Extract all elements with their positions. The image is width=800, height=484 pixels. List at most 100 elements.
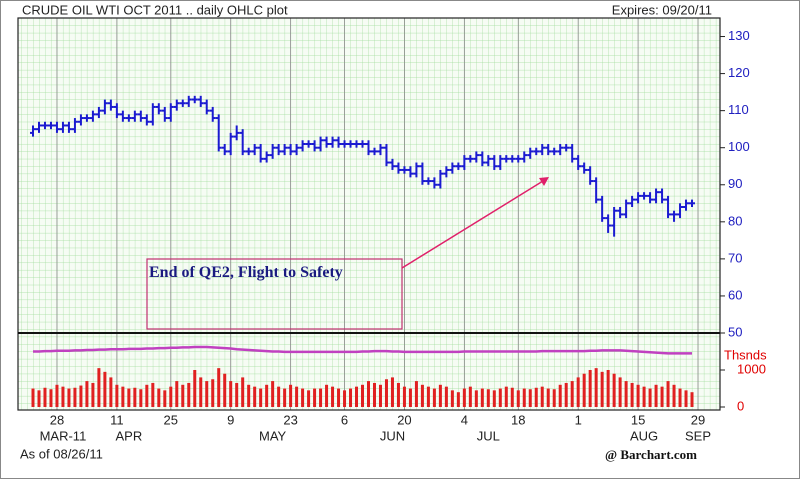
x-tick-label: 11 bbox=[110, 412, 124, 427]
volume-bar bbox=[690, 392, 694, 407]
x-month-label: SEP bbox=[685, 428, 711, 443]
volume-bar bbox=[600, 371, 604, 407]
volume-bar bbox=[456, 392, 460, 407]
volume-bar bbox=[217, 368, 221, 407]
volume-bar bbox=[199, 377, 203, 407]
x-tick-label: 20 bbox=[397, 412, 411, 427]
volume-bar bbox=[492, 390, 496, 407]
volume-bar bbox=[91, 382, 95, 407]
volume-bar bbox=[450, 390, 454, 407]
volume-bar bbox=[558, 384, 562, 407]
volume-bar bbox=[588, 370, 592, 407]
y2-tick-label: 0 bbox=[737, 398, 744, 413]
volume-bar bbox=[181, 384, 185, 407]
y2-tick-label: 1000 bbox=[737, 361, 766, 376]
volume-bar bbox=[343, 390, 347, 407]
volume-bar bbox=[408, 388, 412, 407]
plot-frame bbox=[17, 17, 721, 411]
volume-bar bbox=[666, 381, 670, 407]
volume-bar bbox=[612, 373, 616, 407]
volume-bar bbox=[420, 384, 424, 407]
x-month-label: JUL bbox=[477, 428, 500, 443]
volume-bar bbox=[139, 389, 143, 407]
volume-bar bbox=[361, 384, 365, 407]
volume-bar bbox=[55, 384, 59, 407]
volume-bar bbox=[426, 386, 430, 407]
volume-bar bbox=[103, 371, 107, 407]
volume-bar bbox=[402, 386, 406, 407]
x-tick-label: 28 bbox=[50, 412, 64, 427]
volume-bar bbox=[115, 384, 119, 407]
volume-bar bbox=[241, 377, 245, 407]
volume-bar bbox=[319, 388, 323, 407]
volume-bar bbox=[630, 382, 634, 407]
x-month-label: AUG bbox=[630, 428, 658, 443]
volume-bar bbox=[414, 381, 418, 407]
volume-bar bbox=[474, 390, 478, 407]
x-tick-label: 1 bbox=[575, 412, 582, 427]
volume-bar bbox=[372, 382, 376, 407]
x-tick-label: 18 bbox=[511, 412, 525, 427]
volume-bar bbox=[564, 382, 568, 407]
volume-bar bbox=[169, 386, 173, 407]
volume-bar bbox=[522, 388, 526, 407]
y-tick-label: 60 bbox=[728, 287, 742, 302]
volume-bar bbox=[157, 388, 161, 407]
volume-bar bbox=[325, 384, 329, 407]
volume-bar bbox=[510, 387, 514, 407]
volume-bar bbox=[193, 370, 197, 407]
volume-bar bbox=[211, 379, 215, 407]
volume-bar bbox=[277, 386, 281, 407]
volume-bar bbox=[582, 373, 586, 407]
volume-bar bbox=[223, 373, 227, 407]
volume-bar bbox=[528, 389, 532, 407]
volume-bar bbox=[289, 384, 293, 407]
annotation-arrow bbox=[401, 180, 544, 269]
volume-bar bbox=[390, 377, 394, 407]
volume-bar bbox=[67, 388, 71, 407]
x-tick-label: 23 bbox=[283, 412, 297, 427]
volume-bar bbox=[480, 388, 484, 407]
x-month-label: MAY bbox=[259, 428, 287, 443]
x-month-label: MAR-11 bbox=[40, 428, 87, 443]
volume-bar bbox=[301, 388, 305, 407]
volume-bar bbox=[265, 384, 269, 407]
volume-bar bbox=[642, 386, 646, 407]
volume-bar bbox=[295, 386, 299, 407]
volume-bar bbox=[145, 384, 149, 407]
volume-bar bbox=[378, 384, 382, 407]
y-tick-label: 70 bbox=[728, 250, 742, 265]
volume-bar bbox=[654, 384, 658, 407]
volume-bar bbox=[37, 390, 41, 407]
volume-bar bbox=[468, 386, 472, 407]
volume-bar bbox=[576, 377, 580, 407]
volume-bar bbox=[432, 388, 436, 407]
volume-bar bbox=[606, 370, 610, 407]
volume-bar bbox=[337, 388, 341, 407]
x-tick-label: 15 bbox=[631, 412, 645, 427]
volume-bar bbox=[648, 388, 652, 407]
volume-bar bbox=[462, 388, 466, 407]
volume-bar bbox=[444, 386, 448, 407]
volume-bar bbox=[313, 388, 317, 407]
annotation: End of QE2, Flight to Safety bbox=[149, 264, 343, 281]
volume-bar bbox=[546, 388, 550, 407]
y-tick-label: 130 bbox=[728, 28, 750, 43]
volume-bar bbox=[331, 386, 335, 407]
expires: Expires: 09/20/11 bbox=[612, 2, 712, 17]
volume-bar bbox=[253, 386, 257, 407]
y-tick-label: 110 bbox=[728, 102, 749, 117]
volume-bar bbox=[618, 377, 622, 407]
volume-bar bbox=[570, 381, 574, 407]
volume-bar bbox=[672, 384, 676, 407]
open-interest-line bbox=[33, 345, 693, 355]
arrow-head bbox=[539, 177, 549, 186]
y-tick-label: 80 bbox=[728, 213, 742, 228]
volume-bar bbox=[349, 388, 353, 407]
volume-bar bbox=[235, 382, 239, 407]
annotation-box bbox=[146, 258, 403, 330]
volume-bar bbox=[205, 381, 209, 407]
volume-bar bbox=[678, 388, 682, 407]
volume-bar bbox=[109, 377, 113, 407]
